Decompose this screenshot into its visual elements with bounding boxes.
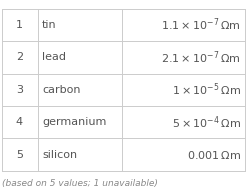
Text: $1\times10^{-5}\,\Omega\mathrm{m}$: $1\times10^{-5}\,\Omega\mathrm{m}$ bbox=[172, 82, 241, 98]
Text: 5: 5 bbox=[16, 150, 23, 160]
Text: 2: 2 bbox=[16, 52, 23, 62]
Text: $2.1\times10^{-7}\,\Omega\mathrm{m}$: $2.1\times10^{-7}\,\Omega\mathrm{m}$ bbox=[161, 49, 241, 66]
Text: 4: 4 bbox=[16, 117, 23, 127]
Text: lead: lead bbox=[42, 52, 66, 62]
Text: (based on 5 values; 1 unavailable): (based on 5 values; 1 unavailable) bbox=[2, 179, 158, 188]
Text: silicon: silicon bbox=[42, 150, 77, 160]
Text: germanium: germanium bbox=[42, 117, 106, 127]
Text: 3: 3 bbox=[16, 85, 23, 95]
Text: $5\times10^{-4}\,\Omega\mathrm{m}$: $5\times10^{-4}\,\Omega\mathrm{m}$ bbox=[172, 114, 241, 130]
Text: 1: 1 bbox=[16, 20, 23, 30]
Text: $0.001\,\Omega\mathrm{m}$: $0.001\,\Omega\mathrm{m}$ bbox=[187, 149, 241, 161]
Text: $1.1\times10^{-7}\,\Omega\mathrm{m}$: $1.1\times10^{-7}\,\Omega\mathrm{m}$ bbox=[161, 17, 241, 33]
Text: carbon: carbon bbox=[42, 85, 81, 95]
Text: tin: tin bbox=[42, 20, 57, 30]
